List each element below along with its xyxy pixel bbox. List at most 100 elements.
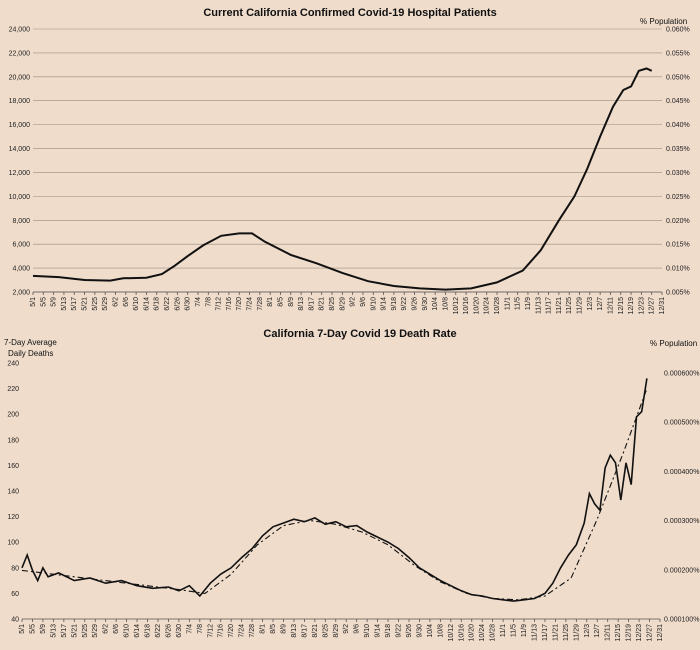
x-tick-label: 11/9 <box>525 297 532 310</box>
x-tick-label: 6/14 <box>134 624 141 638</box>
x-tick-label: 8/29 <box>339 297 346 311</box>
x-tick-label: 11/21 <box>552 624 559 641</box>
x-tick-label: 6/18 <box>145 624 152 638</box>
x-tick-label: 12/11 <box>605 624 612 641</box>
y-tick-label: 100 <box>7 540 19 547</box>
x-tick-label: 7/24 <box>247 297 254 311</box>
hospital-series-line <box>32 67 653 291</box>
y2-tick-label: 0.000200% <box>664 567 699 574</box>
x-tick-label: 8/13 <box>298 297 305 311</box>
y2-tick-label: 0.030% <box>666 170 690 177</box>
x-tick-label: 5/5 <box>40 297 47 307</box>
x-tick-label: 10/16 <box>458 624 465 642</box>
y-tick-label: 2,000 <box>12 290 30 297</box>
y2-tick-label: 0.060% <box>666 27 690 34</box>
x-tick-label: 7/28 <box>249 624 256 638</box>
x-tick-label: 5/21 <box>82 297 89 311</box>
y-tick-label: 240 <box>7 361 19 368</box>
x-tick-label: 8/5 <box>277 297 284 307</box>
y-tick-label: 160 <box>7 463 19 470</box>
y-axis-label-line2: Daily Deaths <box>8 349 53 358</box>
y-tick-label: 220 <box>7 386 19 393</box>
y-tick-label: 40 <box>11 617 19 624</box>
x-tick-label: 9/22 <box>396 624 403 638</box>
x-tick-label: 9/30 <box>416 624 423 638</box>
x-tick-label: 10/20 <box>473 297 480 315</box>
x-tick-label: 5/9 <box>51 297 58 307</box>
x-tick-label: 8/17 <box>301 624 308 638</box>
x-tick-label: 6/2 <box>103 624 110 634</box>
x-tick-label: 9/26 <box>406 624 413 638</box>
y-tick-label: 8,000 <box>12 218 30 225</box>
x-tick-label: 8/1 <box>267 297 274 307</box>
x-tick-label: 6/26 <box>174 297 181 311</box>
y-tick-label: 180 <box>7 437 19 444</box>
x-tick-label: 11/9 <box>521 624 528 637</box>
x-tick-label: 9/10 <box>370 297 377 311</box>
x-tick-label: 8/25 <box>329 297 336 311</box>
y-tick-label: 12,000 <box>9 170 31 177</box>
x-tick-label: 11/25 <box>563 624 570 641</box>
x-tick-label: 8/29 <box>333 624 340 638</box>
x-tick-label: 12/27 <box>647 624 654 642</box>
x-tick-label: 5/1 <box>19 624 26 634</box>
x-tick-label: 7/16 <box>226 297 233 311</box>
y2-tick-label: 0.040% <box>666 122 690 129</box>
x-tick-label: 7/4 <box>186 624 193 634</box>
x-tick-label: 5/29 <box>102 297 109 311</box>
x-tick-label: 5/25 <box>82 624 89 638</box>
y2-tick-label: 0.045% <box>666 98 690 105</box>
x-tick-label: 7/16 <box>218 624 225 638</box>
x-tick-label: 6/26 <box>165 624 172 638</box>
grid-lines <box>33 28 662 293</box>
x-tick-label: 8/21 <box>319 297 326 311</box>
x-tick-label: 11/21 <box>556 297 563 314</box>
x-tick-label: 10/20 <box>469 624 476 642</box>
right-axis-title: % Population <box>650 339 697 348</box>
x-tick-label: 12/19 <box>628 297 635 315</box>
x-tick-label: 7/12 <box>216 297 223 311</box>
x-tick-label: 6/6 <box>123 297 130 307</box>
x-tick-label: 12/19 <box>626 624 633 642</box>
x-tick-label: 11/1 <box>504 297 511 310</box>
x-tick-label: 8/1 <box>260 624 267 634</box>
x-tick-label: 9/26 <box>412 297 419 311</box>
y-tick-label: 80 <box>11 565 19 572</box>
x-tick-label: 5/13 <box>61 297 68 311</box>
x-tick-label: 6/2 <box>112 297 119 307</box>
x-tick-label: 8/5 <box>270 624 277 634</box>
x-tick-label: 11/13 <box>531 624 538 641</box>
x-tick-label: 8/17 <box>308 297 315 311</box>
x-tick-label: 12/11 <box>607 297 614 314</box>
x-tick-label: 9/2 <box>343 624 350 634</box>
x-tick-label: 5/29 <box>92 624 99 638</box>
y2-tick-label: 0.055% <box>666 50 690 57</box>
x-tick-label: 5/25 <box>92 297 99 311</box>
x-tick-label: 12/27 <box>649 297 656 315</box>
y-tick-label: 200 <box>7 412 19 419</box>
x-tick-label: 10/4 <box>427 624 434 638</box>
y2-tick-label: 0.000400% <box>664 469 699 476</box>
y-tick-label: 10,000 <box>9 194 31 201</box>
x-axis-ticks: 5/1 5/5 5/9 5/13 5/17 5/21 5/25 5/29 6/2 6/6 6/10 6… <box>19 618 664 642</box>
x-tick-label: 9/18 <box>391 297 398 311</box>
y-tick-label: 14,000 <box>9 146 31 153</box>
x-tick-label: 7/4 <box>195 297 202 307</box>
x-tick-label: 7/24 <box>239 624 246 638</box>
y-axis-ticks: 40 60 80 100 120 140 160 180 200 220 240 <box>7 361 19 624</box>
x-tick-label: 12/31 <box>657 624 664 642</box>
x-tick-label: 5/21 <box>71 624 78 638</box>
x-tick-label: 12/7 <box>594 624 601 638</box>
y-tick-label: 60 <box>11 591 19 598</box>
x-tick-label: 12/7 <box>597 297 604 311</box>
x-tick-label: 9/2 <box>350 297 357 307</box>
x-tick-label: 6/18 <box>154 297 161 311</box>
x-tick-label: 11/25 <box>566 297 573 314</box>
x-tick-label: 10/16 <box>463 297 470 315</box>
x-tick-label: 6/30 <box>185 297 192 311</box>
x-tick-label: 9/14 <box>381 297 388 311</box>
y-tick-label: 18,000 <box>9 98 31 105</box>
daily-deaths-series-line <box>21 378 648 602</box>
hospital-chart: Current California Confirmed Covid-19 Ho… <box>9 7 690 315</box>
